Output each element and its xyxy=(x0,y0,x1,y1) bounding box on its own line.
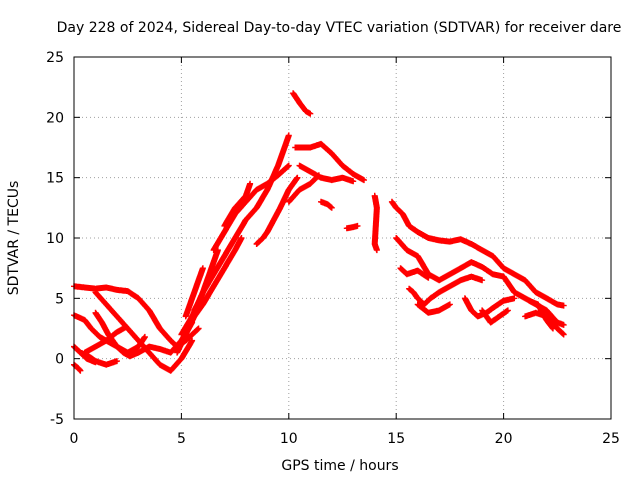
x-tick-label: 15 xyxy=(387,431,405,447)
x-tick-label: 25 xyxy=(602,431,620,447)
data-point-markers xyxy=(414,301,453,316)
series-track-19 xyxy=(285,172,322,205)
series-track-10 xyxy=(174,235,245,356)
y-tick-label: 10 xyxy=(46,231,64,247)
data-point-markers xyxy=(292,140,367,184)
data-point-markers xyxy=(296,162,357,185)
data-point-markers xyxy=(526,297,556,332)
series-track-27 xyxy=(414,301,453,316)
series-track-11 xyxy=(191,247,221,314)
series-track-15 xyxy=(253,174,301,247)
series-track-21 xyxy=(343,222,361,232)
data-point-markers xyxy=(388,198,567,309)
data-point-markers xyxy=(397,265,432,281)
y-tick-label: 5 xyxy=(55,291,64,307)
series-track-18 xyxy=(296,162,357,185)
series-track-12 xyxy=(182,265,206,320)
series-track-23 xyxy=(388,198,567,309)
x-tick-label: 5 xyxy=(177,431,186,447)
series-track-22 xyxy=(371,192,380,254)
data-point-markers xyxy=(461,295,518,320)
data-point-markers xyxy=(406,273,486,308)
series-track-14 xyxy=(221,180,254,229)
data-point-markers xyxy=(285,172,322,205)
data-point-markers xyxy=(479,307,511,326)
data-series xyxy=(71,90,567,374)
x-axis-label: GPS time / hours xyxy=(281,458,398,474)
data-point-markers xyxy=(182,265,206,320)
data-point-markers xyxy=(318,198,335,211)
data-point-markers xyxy=(191,247,221,314)
series-track-4 xyxy=(71,361,84,374)
series-track-16 xyxy=(290,90,314,117)
chart-title: Day 228 of 2024, Sidereal Day-to-day VTE… xyxy=(57,20,622,36)
data-point-markers xyxy=(371,192,380,254)
data-point-markers xyxy=(71,361,84,374)
x-tick-label: 0 xyxy=(70,431,79,447)
series-track-31 xyxy=(479,307,511,326)
series-track-24 xyxy=(393,235,567,328)
data-point-markers xyxy=(210,162,292,254)
series-track-20 xyxy=(318,198,335,211)
grid xyxy=(74,57,611,419)
y-axis-label: SDTVAR / TECUs xyxy=(6,181,22,296)
axis-ticks: 0 5 10 15 20 25 -5 0 5 10 15 20 25 xyxy=(46,50,620,447)
series-track-17 xyxy=(292,140,367,184)
x-tick-label: 10 xyxy=(280,431,298,447)
data-point-markers xyxy=(81,324,129,356)
data-point-markers xyxy=(221,180,254,229)
data-point-markers xyxy=(290,90,314,117)
series-track-30 xyxy=(526,297,556,332)
y-tick-label: 20 xyxy=(46,110,64,126)
y-tick-label: 25 xyxy=(46,50,64,66)
series-track-8 xyxy=(77,349,99,366)
data-point-markers xyxy=(393,235,567,328)
data-point-markers xyxy=(253,174,301,247)
series-track-25 xyxy=(397,265,432,281)
y-tick-label: 0 xyxy=(55,352,64,368)
series-track-13 xyxy=(210,162,292,254)
y-tick-label: -5 xyxy=(50,412,64,428)
series-track-26 xyxy=(406,273,486,308)
y-tick-label: 15 xyxy=(46,171,64,187)
x-tick-label: 20 xyxy=(495,431,513,447)
data-point-markers xyxy=(77,349,99,366)
data-point-markers xyxy=(343,222,361,232)
data-point-markers xyxy=(174,235,245,356)
series-track-28 xyxy=(461,295,518,320)
series-track-7 xyxy=(81,324,129,356)
